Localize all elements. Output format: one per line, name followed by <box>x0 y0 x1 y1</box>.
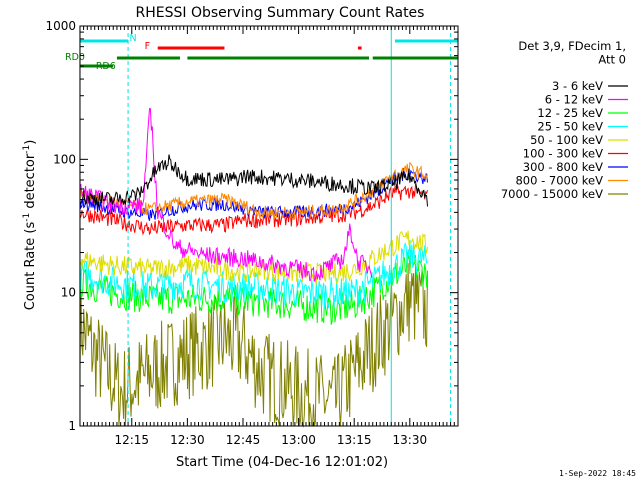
y-tick-label: 1000 <box>45 19 76 33</box>
x-tick-label: 13:15 <box>337 433 372 447</box>
flag-layer: NF RD0 RD6 <box>65 26 458 426</box>
generation-timestamp: 1-Sep-2022 18:45 <box>559 469 636 478</box>
x-tick-label: 12:45 <box>226 433 261 447</box>
flag-label: RD0 <box>65 52 85 63</box>
flag-label: RD6 <box>96 61 116 72</box>
legend-entry: 300 - 800 keV <box>523 160 603 174</box>
legend-header: Det 3,9, FDecim 1, <box>518 39 626 53</box>
x-tick-label: 12:15 <box>114 433 149 447</box>
axis-layer: 1 10 100 1000 12:15 12:30 12:45 13:00 13:15 13:30 <box>45 19 459 447</box>
series-line <box>79 249 428 325</box>
legend-entry: 25 - 50 keV <box>537 120 603 134</box>
y-tick-label: 100 <box>53 152 76 166</box>
legend-entry: 100 - 300 keV <box>523 147 603 161</box>
chart-title: RHESSI Observing Summary Count Rates <box>136 5 425 21</box>
x-tick-label: 12:30 <box>170 433 205 447</box>
series-layer <box>79 107 428 428</box>
legend-entry: 7000 - 15000 keV <box>501 187 603 201</box>
series-line <box>80 154 428 207</box>
flag-label: N <box>130 33 137 44</box>
series-line <box>79 263 428 428</box>
series-line <box>79 107 373 282</box>
legend-entry: 12 - 25 keV <box>537 106 603 120</box>
y-axis-label: Count Rate (s-1 detector-1) <box>22 140 38 311</box>
legend-entry: 3 - 6 keV <box>552 79 603 93</box>
y-tick-label: 1 <box>68 419 76 433</box>
legend-entry: 6 - 12 keV <box>545 93 603 107</box>
series-line <box>79 239 428 309</box>
x-tick-label: 13:30 <box>393 433 428 447</box>
series-line <box>79 183 428 236</box>
legend-entry: 800 - 7000 keV <box>515 174 603 188</box>
x-axis-label: Start Time (04-Dec-16 12:01:02) <box>176 455 388 470</box>
y-tick-label: 10 <box>61 286 76 300</box>
flag-label: F <box>145 41 150 52</box>
legend-entry: 50 - 100 keV <box>530 133 603 147</box>
legend-header: Att 0 <box>598 53 626 67</box>
series-line <box>79 230 428 286</box>
x-tick-label: 13:00 <box>281 433 316 447</box>
